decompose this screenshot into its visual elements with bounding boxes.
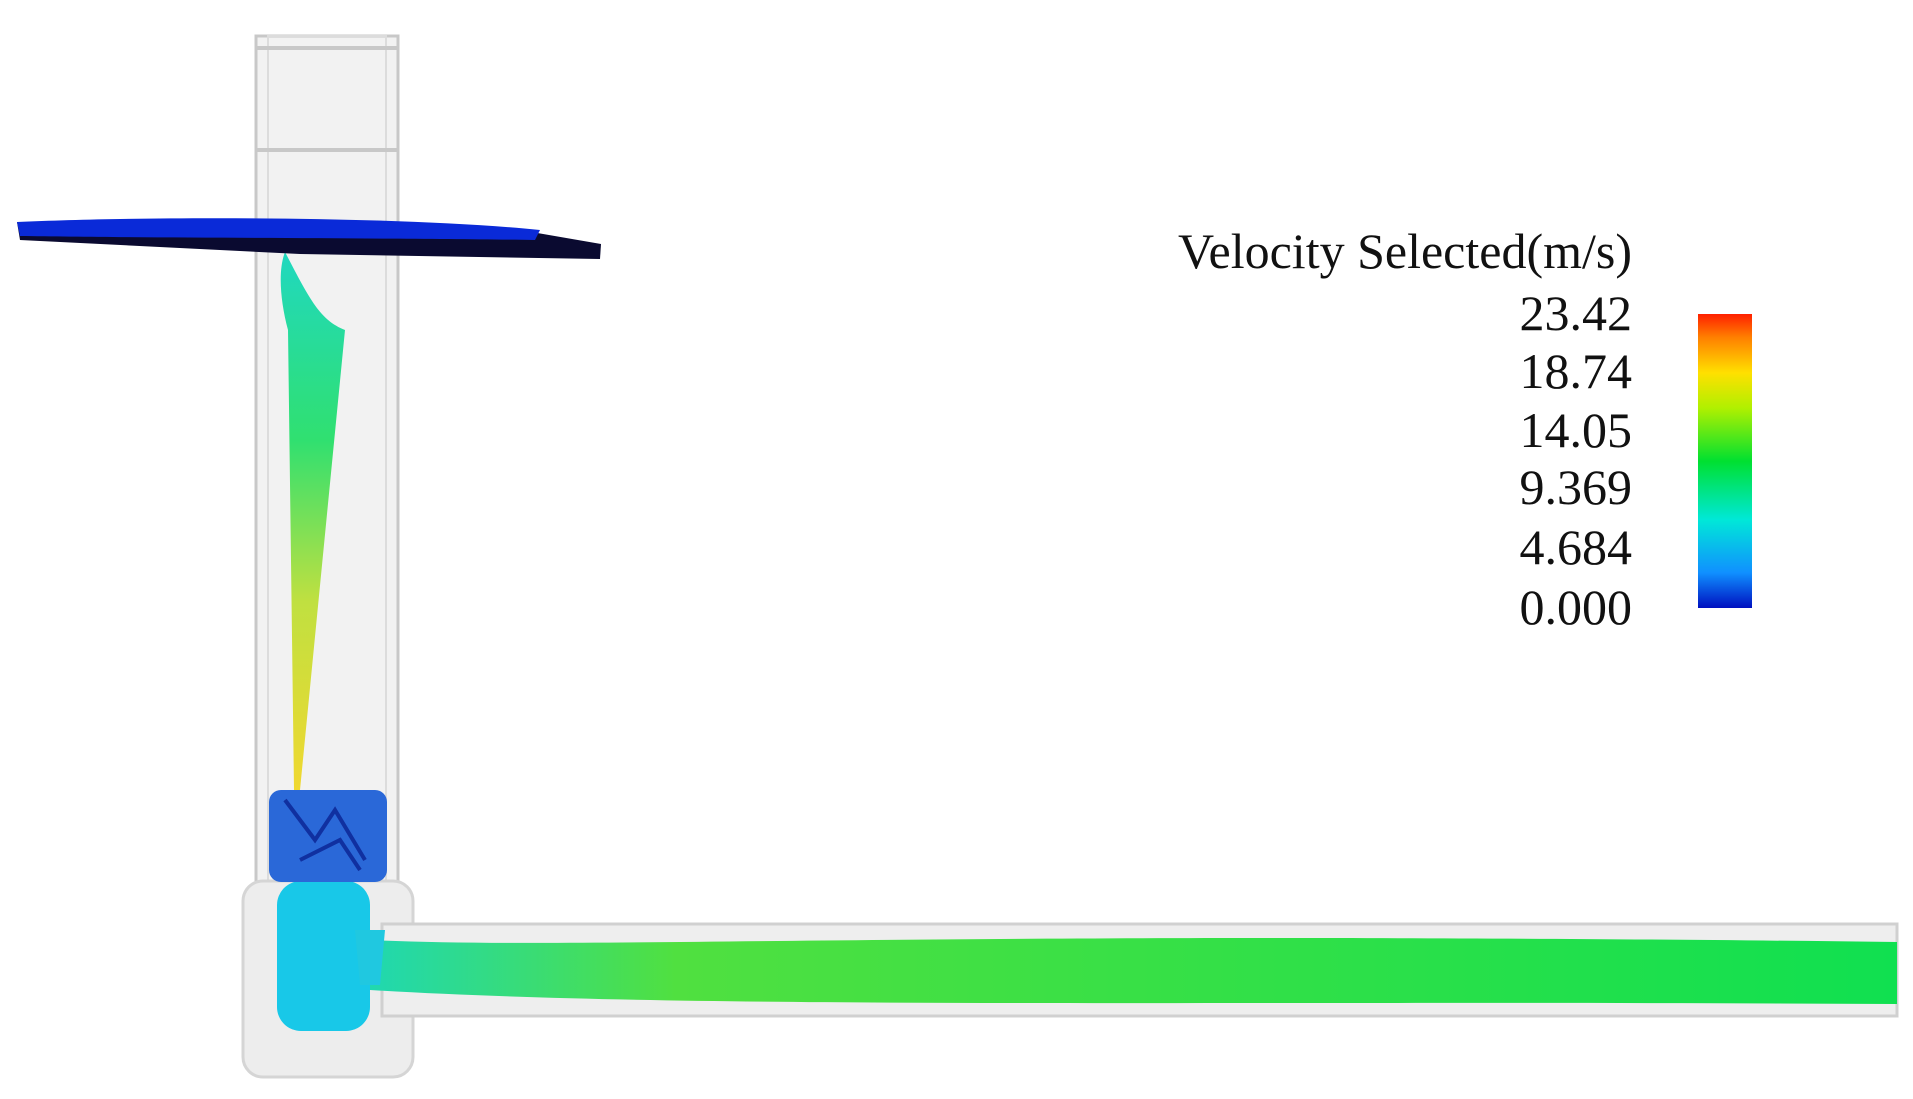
legend-label: 0.000 bbox=[1520, 579, 1633, 635]
plate bbox=[17, 218, 540, 240]
legend-title: Velocity Selected(m/s) bbox=[1178, 223, 1632, 279]
legend-label: 14.05 bbox=[1520, 402, 1633, 458]
legend-label: 4.684 bbox=[1520, 519, 1633, 575]
pipe-flow bbox=[370, 938, 1897, 1004]
chamber bbox=[277, 881, 370, 1031]
color-bar bbox=[1698, 314, 1752, 608]
jet-flow bbox=[280, 252, 345, 790]
impeller bbox=[269, 790, 387, 882]
legend-label: 18.74 bbox=[1520, 343, 1633, 399]
outlet-neck bbox=[355, 930, 385, 985]
geometry bbox=[17, 34, 1899, 1079]
impeller-detail bbox=[283, 798, 367, 872]
legend: Velocity Selected(m/s) 23.42 18.74 14.05… bbox=[1178, 223, 1752, 635]
legend-label: 9.369 bbox=[1520, 459, 1633, 515]
legend-label: 23.42 bbox=[1520, 285, 1633, 341]
